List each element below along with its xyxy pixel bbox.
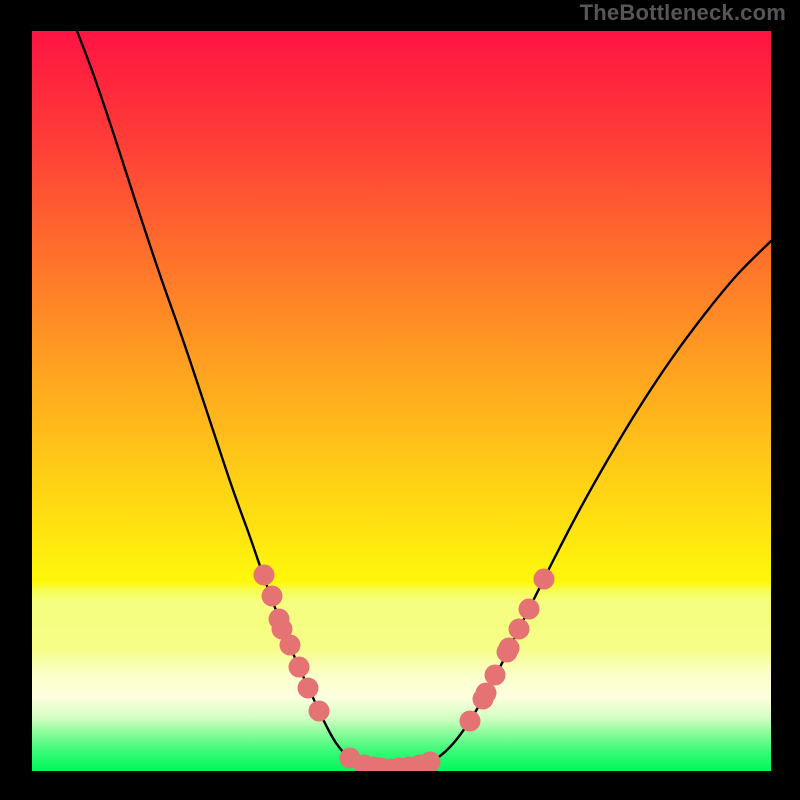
data-marker <box>534 569 555 590</box>
data-marker <box>254 565 275 586</box>
data-marker <box>420 752 441 772</box>
data-marker <box>262 586 283 607</box>
data-marker <box>289 657 310 678</box>
chart-svg <box>32 31 771 771</box>
watermark-text: TheBottleneck.com <box>580 0 786 26</box>
data-marker <box>499 638 520 659</box>
data-marker <box>509 619 530 640</box>
data-marker <box>460 711 481 732</box>
curve-right-branch <box>387 241 771 769</box>
plot-area <box>32 31 771 771</box>
data-marker <box>485 665 506 686</box>
data-marker <box>280 635 301 656</box>
chart-stage: TheBottleneck.com <box>0 0 800 800</box>
curve-left-branch <box>77 31 387 769</box>
data-marker <box>519 599 540 620</box>
data-marker <box>476 683 497 704</box>
data-marker <box>309 701 330 722</box>
data-marker <box>298 678 319 699</box>
markers-group <box>254 565 555 772</box>
